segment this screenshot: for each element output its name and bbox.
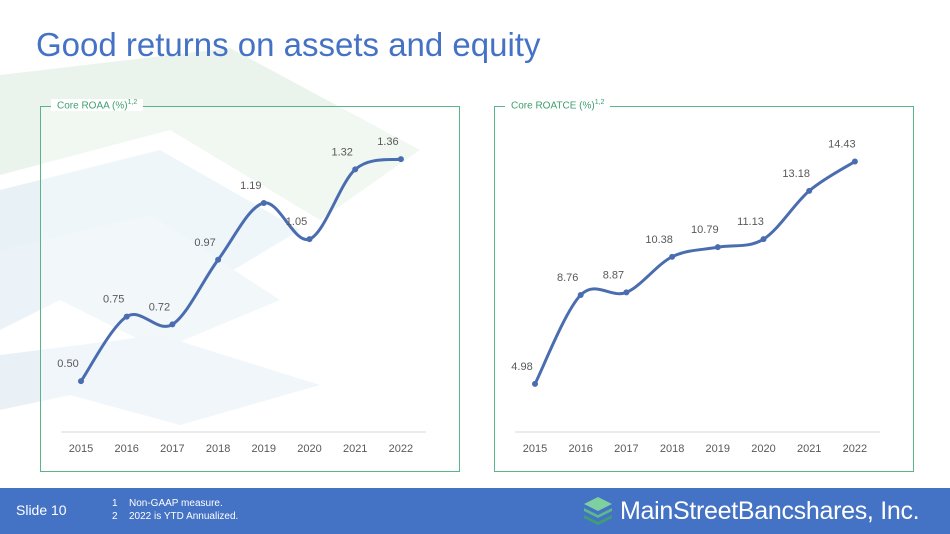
roaa-x-tick-label: 2016 [114,443,138,455]
roaa-line-chart: 0.50 2015 0.75 2016 0.72 2017 0.97 2018 1.19 2019… [57,136,426,455]
roatce-x-tick-label: 2020 [751,443,775,455]
roatce-chart-title-text: Core ROATCE (%) [511,100,595,112]
roatce-x-tick-label: 2022 [843,443,867,455]
roaa-chart-title-footnote: 1,2 [127,99,138,106]
roaa-data-point [352,166,359,173]
roatce-x-tick-label: 2016 [568,443,592,455]
roatce-data-point [760,236,767,243]
footer-bar: Slide 10 1 Non-GAAP measure. 2 2022 is YTD… [0,488,950,534]
roaa-data-label: 0.75 [103,294,124,306]
roaa-x-tick-label: 2015 [69,443,93,455]
roaa-data-point [306,236,313,243]
roatce-data-label: 14.43 [828,138,856,150]
roatce-data-point [806,187,813,194]
roaa-data-label: 0.97 [194,237,215,249]
roatce-data-label: 8.76 [557,272,578,284]
roaa-x-tick-label: 2017 [160,443,184,455]
roaa-data-label: 1.05 [286,216,307,228]
roatce-data-label: 11.13 [737,216,764,228]
roaa-data-label: 0.72 [149,301,170,313]
roatce-chart-panel: Core ROATCE (%)1,2 4.98 2015 8.76 2016 8.87 2… [494,99,914,472]
roatce-data-point [714,244,721,251]
roatce-chart-title-footnote: 1,2 [594,99,605,106]
roaa-chart-title: Core ROAA (%)1,2 [51,99,144,112]
roatce-data-point [851,158,858,165]
roaa-data-label: 1.32 [331,146,352,158]
page-title: Good returns on assets and equity [36,26,541,63]
roatce-x-tick-label: 2017 [614,443,638,455]
roaa-data-label: 0.50 [57,358,78,370]
roatce-x-tick-label: 2021 [797,443,821,455]
roatce-data-label: 8.87 [603,269,624,281]
roatce-data-label: 4.98 [511,361,532,373]
roaa-data-point [397,156,404,163]
roatce-data-label: 13.18 [782,168,810,180]
roatce-data-label: 10.79 [691,224,719,236]
roaa-data-point [215,256,222,263]
roaa-data-label: 1.36 [377,136,398,148]
roaa-data-point [123,313,130,320]
roaa-data-point [169,321,176,328]
roatce-data-point [669,253,676,260]
roaa-chart-title-text: Core ROAA (%) [57,100,128,112]
roatce-x-tick-label: 2019 [706,443,730,455]
footnote-1: 1 Non-GAAP measure. [112,497,238,510]
roaa-x-tick-label: 2018 [206,443,230,455]
roatce-series-line [533,160,857,386]
roatce-data-label: 10.38 [645,234,673,246]
footnote-number: 2 [112,511,118,522]
roatce-x-tick-label: 2018 [660,443,684,455]
company-logo: MainStreetBancshares, Inc. [582,494,944,528]
roatce-data-point [577,291,584,298]
roaa-data-point [260,199,267,206]
footnote-text: 2022 is YTD Annualized. [129,511,239,522]
footnotes: 1 Non-GAAP measure. 2 2022 is YTD Annualiz… [112,497,238,523]
roaa-chart-panel: Core ROAA (%)1,2 0.50 2015 0.75 2016 0.72 201… [40,99,460,472]
roatce-x-tick-label: 2015 [523,443,547,455]
footnote-2: 2 2022 is YTD Annualized. [112,510,238,523]
roatce-chart-title: Core ROATCE (%)1,2 [505,99,611,112]
roatce-data-point [532,380,538,387]
slide-number: Slide 10 [16,502,67,518]
background-decoration [0,48,420,425]
roaa-data-label: 1.19 [240,180,261,192]
footnote-number: 1 [112,498,118,509]
roaa-x-tick-label: 2022 [389,443,413,455]
roatce-line-chart: 4.98 2015 8.76 2016 8.87 2017 10.38 2018 10.79 20… [511,138,880,455]
stacked-layers-icon [584,497,612,525]
roaa-x-tick-label: 2021 [343,443,367,455]
roaa-data-point [78,378,84,385]
footnote-text: Non-GAAP measure. [129,498,223,509]
roatce-data-point [623,289,630,296]
company-name: MainStreetBancshares, Inc. [620,497,920,525]
roaa-x-tick-label: 2020 [297,443,321,455]
roaa-x-tick-label: 2019 [252,443,276,455]
roaa-series-line [79,157,403,383]
